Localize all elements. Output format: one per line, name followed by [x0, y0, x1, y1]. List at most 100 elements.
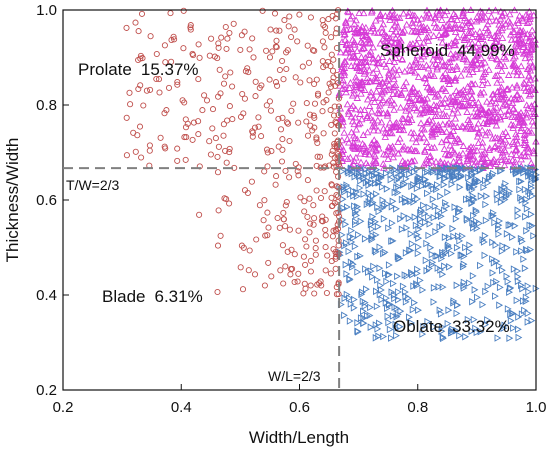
- data-point: [520, 255, 528, 263]
- data-point: [443, 20, 451, 28]
- data-point: [187, 24, 194, 31]
- data-point: [528, 117, 537, 125]
- data-point: [517, 71, 525, 79]
- data-point: [421, 98, 430, 106]
- data-point: [490, 45, 499, 52]
- data-point: [365, 35, 374, 43]
- data-point: [261, 168, 268, 175]
- data-point: [424, 32, 433, 40]
- data-point: [344, 203, 351, 211]
- data-point: [398, 45, 406, 53]
- data-point: [123, 24, 130, 31]
- data-point: [437, 172, 445, 180]
- data-point: [466, 147, 475, 155]
- data-point: [461, 95, 470, 103]
- data-point: [478, 81, 487, 88]
- data-point: [408, 269, 415, 277]
- oblate-region-label: Oblate 33.32%: [393, 317, 510, 336]
- data-point: [388, 147, 397, 155]
- data-point: [450, 98, 459, 106]
- data-point: [312, 245, 319, 252]
- data-point: [395, 254, 403, 263]
- data-point: [415, 132, 423, 140]
- data-point: [414, 34, 423, 42]
- data-point: [441, 206, 448, 215]
- data-point: [367, 8, 376, 16]
- data-point: [445, 42, 453, 50]
- data-point: [212, 135, 219, 142]
- data-point: [357, 115, 366, 123]
- data-point: [473, 51, 481, 59]
- data-point: [357, 144, 365, 152]
- data-point: [469, 218, 477, 227]
- data-point: [407, 98, 416, 106]
- data-point: [468, 39, 476, 47]
- data-point: [410, 129, 418, 137]
- data-point: [498, 11, 506, 19]
- data-point: [341, 35, 349, 43]
- data-point: [483, 118, 492, 126]
- data-point: [325, 16, 332, 23]
- data-point: [385, 271, 392, 279]
- data-point: [317, 278, 324, 285]
- data-point: [473, 175, 481, 184]
- data-point: [501, 195, 509, 204]
- data-point: [245, 69, 252, 76]
- data-point: [521, 136, 529, 143]
- data-point: [491, 72, 500, 79]
- data-point: [436, 157, 445, 165]
- data-point: [505, 221, 513, 229]
- data-point: [495, 20, 503, 28]
- data-point: [450, 53, 458, 61]
- data-point: [438, 128, 447, 136]
- spheroid-percent: 44.99%: [457, 41, 515, 60]
- data-point: [263, 47, 270, 54]
- data-point: [311, 215, 318, 222]
- data-point: [517, 177, 525, 186]
- data-point: [395, 66, 403, 74]
- data-point: [500, 324, 508, 332]
- data-point: [383, 169, 390, 178]
- data-point: [502, 179, 510, 188]
- data-point: [369, 141, 377, 149]
- data-point: [180, 45, 187, 52]
- data-point: [274, 214, 281, 222]
- data-point: [391, 49, 400, 57]
- data-point: [453, 168, 461, 176]
- data-point: [385, 224, 393, 232]
- data-point: [503, 272, 511, 281]
- data-point: [379, 34, 388, 42]
- data-point: [280, 216, 287, 223]
- data-point: [237, 46, 244, 53]
- data-point: [322, 226, 329, 233]
- data-point: [356, 184, 364, 192]
- data-point: [433, 125, 442, 132]
- data-point: [355, 170, 363, 178]
- data-point: [392, 118, 401, 126]
- data-point: [529, 146, 538, 154]
- data-point: [328, 258, 335, 265]
- data-point: [466, 118, 474, 125]
- data-point: [181, 99, 188, 106]
- data-point: [489, 114, 497, 122]
- data-point: [161, 42, 168, 49]
- data-point: [341, 294, 349, 303]
- data-point: [346, 294, 353, 302]
- data-point: [435, 123, 443, 131]
- data-point: [411, 298, 418, 307]
- data-point: [507, 221, 515, 229]
- data-point: [363, 128, 372, 136]
- data-point: [393, 324, 401, 333]
- data-point: [319, 17, 326, 24]
- data-point: [522, 293, 530, 302]
- data-point: [453, 33, 462, 41]
- data-point: [385, 57, 394, 64]
- data-point: [346, 190, 354, 199]
- data-point: [372, 159, 380, 166]
- y-tick-label: 1.0: [36, 2, 57, 19]
- data-point: [397, 89, 406, 97]
- data-point: [472, 177, 480, 185]
- data-point: [358, 22, 367, 30]
- data-point: [490, 46, 499, 54]
- data-point: [374, 59, 382, 67]
